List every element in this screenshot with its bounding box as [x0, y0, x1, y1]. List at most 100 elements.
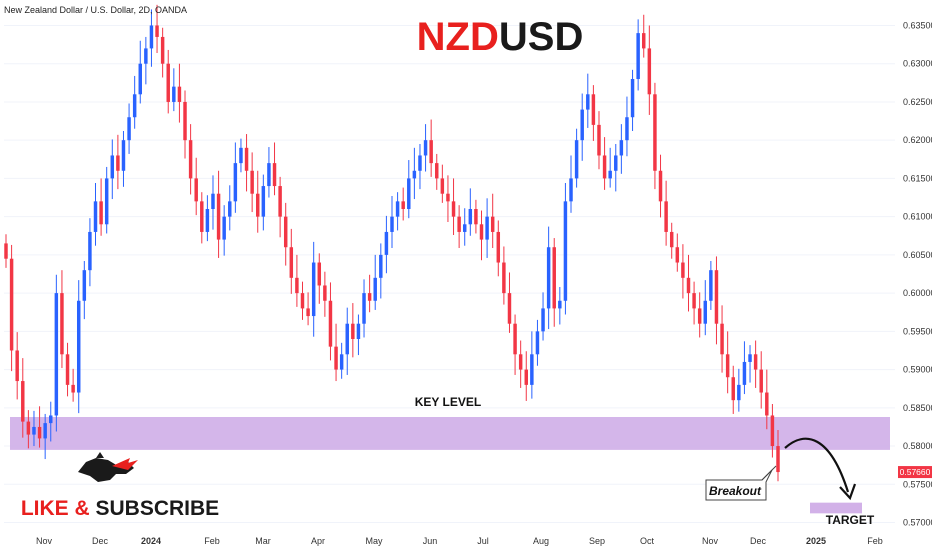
candle-down: [479, 224, 484, 240]
instrument-header: New Zealand Dollar / U.S. Dollar, 2D, OA…: [4, 5, 187, 15]
candle-down: [602, 155, 607, 179]
candle-up: [703, 300, 708, 324]
candle-down: [194, 178, 198, 202]
candle-up: [468, 209, 473, 225]
title-part-usd: USD: [499, 15, 583, 59]
key-level-label: KEY LEVEL: [415, 395, 481, 409]
subscribe-word-subscribe: SUBSCRIBE: [95, 497, 219, 520]
candle-up: [636, 33, 640, 79]
breakout-callout: Breakout: [705, 465, 777, 501]
candle-down: [15, 350, 19, 382]
candle-down: [647, 48, 652, 95]
candle-up: [586, 94, 590, 110]
candle-down: [216, 193, 221, 240]
candle-down: [334, 346, 338, 370]
candle-up: [233, 163, 238, 202]
subscribe-banner: LIKE & SUBSCRIBE: [21, 497, 219, 520]
candle-down: [317, 262, 322, 286]
candle-down: [367, 293, 372, 301]
candle-up: [132, 94, 137, 118]
candle-down: [669, 231, 674, 248]
candle-up: [43, 423, 47, 439]
candle-up: [104, 178, 109, 225]
candle-up: [345, 323, 349, 355]
candle-up: [261, 186, 266, 217]
candle-down: [295, 277, 299, 294]
candle-up: [530, 354, 534, 385]
candle-up: [395, 201, 400, 217]
candle-down: [26, 421, 31, 435]
candle-down: [457, 216, 461, 232]
candle-up: [228, 201, 232, 217]
target-label: TARGET: [826, 513, 875, 527]
candle-up: [569, 178, 573, 202]
y-tick-label: 0.63500: [903, 20, 932, 30]
candle-down: [183, 101, 187, 141]
candle-down: [278, 186, 282, 217]
candle-up: [748, 354, 752, 362]
candle-down: [697, 308, 702, 324]
candle-up: [541, 308, 545, 332]
candle-up: [407, 178, 411, 209]
x-tick-label: Dec: [92, 536, 109, 546]
candle-down: [188, 140, 193, 179]
candle-down: [725, 354, 730, 378]
candle-up: [121, 140, 126, 171]
bull-bear-logo: [78, 452, 138, 482]
candle-down: [675, 247, 680, 263]
candle-down: [731, 377, 735, 401]
x-tick-label: Nov: [702, 536, 719, 546]
candle-up: [356, 323, 361, 339]
candle-up: [82, 270, 87, 301]
projection-arrowhead: [839, 483, 857, 501]
candle-up: [172, 86, 176, 102]
candle-up: [211, 193, 215, 209]
candle-up: [149, 25, 154, 49]
grid-lines: [4, 24, 895, 524]
candle-up: [630, 79, 635, 118]
candle-down: [524, 369, 528, 385]
candle-down: [37, 426, 42, 439]
candle-down: [306, 308, 310, 317]
candle-down: [714, 270, 719, 324]
candle-up: [535, 331, 540, 355]
candle-down: [513, 323, 517, 355]
candle-down: [776, 446, 780, 473]
candle-up: [373, 277, 377, 301]
candle-up: [54, 293, 59, 416]
candle-up: [742, 361, 747, 385]
breakout-label: Breakout: [709, 484, 762, 498]
candle-down: [446, 193, 450, 202]
candle-up: [362, 293, 366, 324]
chart-title: NZDUSD: [417, 15, 584, 59]
candle-up: [423, 140, 428, 156]
candlestick-series: [4, 4, 780, 482]
candle-down: [200, 201, 204, 232]
candle-up: [485, 216, 489, 240]
x-tick-label: 2024: [141, 536, 161, 546]
candle-down: [765, 392, 769, 416]
x-tick-label: Jun: [423, 536, 438, 546]
candle-down: [250, 170, 254, 194]
candle-up: [709, 270, 713, 301]
candle-up: [138, 63, 142, 95]
x-tick-label: Aug: [533, 536, 549, 546]
candle-up: [32, 426, 36, 435]
candle-down: [681, 262, 685, 278]
candle-up: [93, 201, 98, 232]
candle-up: [580, 109, 584, 141]
x-tick-label: Oct: [640, 536, 655, 546]
x-tick-label: May: [365, 536, 383, 546]
candle-up: [379, 254, 383, 278]
candle-down: [474, 209, 478, 225]
candle-up: [49, 415, 53, 424]
candle-up: [311, 262, 316, 317]
